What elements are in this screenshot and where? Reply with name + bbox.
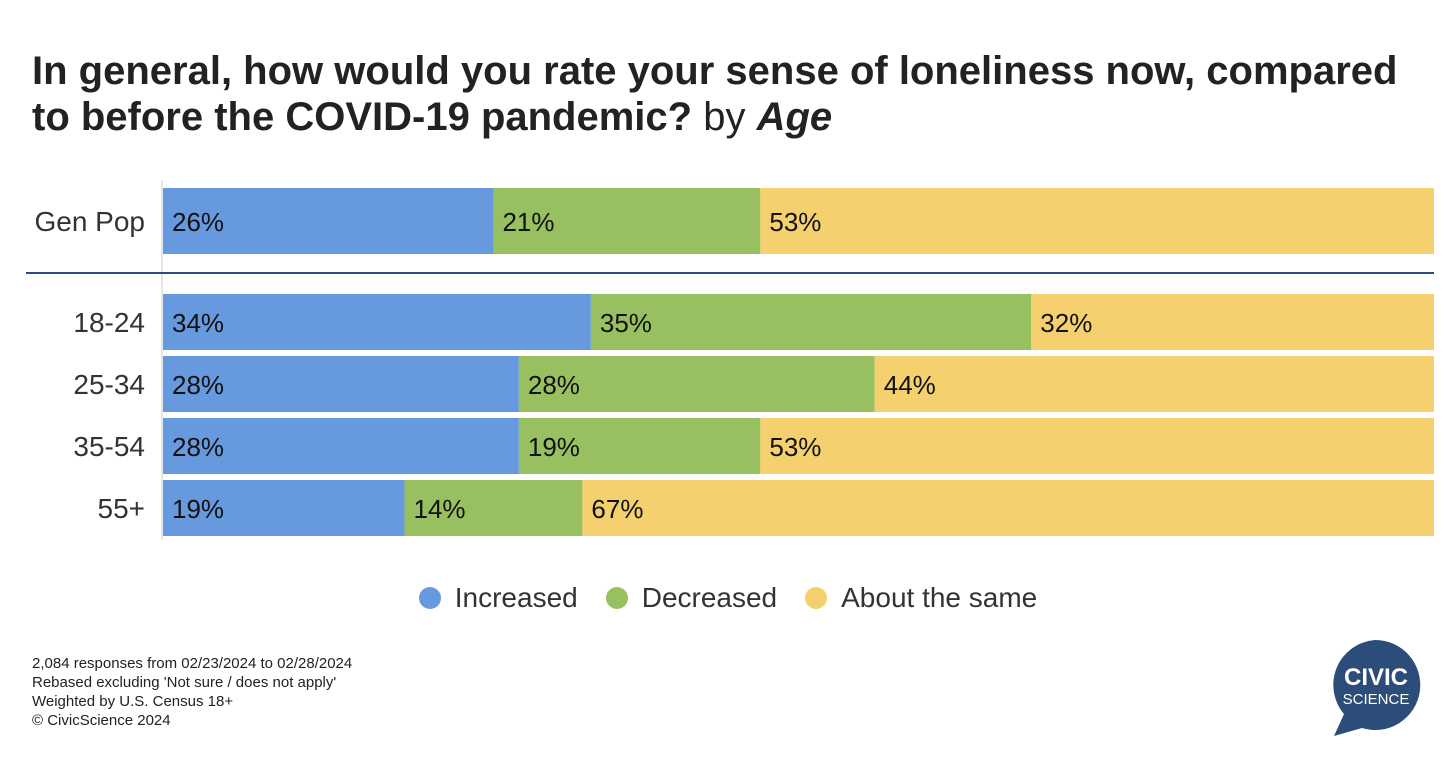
title-age: Age [756,95,833,139]
category-label: 18-24 [73,307,145,338]
footnote-rebased: Rebased excluding 'Not sure / does not a… [32,674,337,691]
data-label: 53% [769,207,821,237]
data-label: 28% [172,432,224,462]
legend-item-decreased: Decreased [605,582,778,614]
stacked-bar-chart: Gen Pop 26% 21% 53% 18-24 34% 35% 32% 25-34 28% 28… [26,180,1434,540]
footnotes: 2,084 responses from 02/23/2024 to 02/28… [32,654,352,730]
legend-item-increased: Increased [418,582,578,614]
data-label: 67% [591,494,643,524]
data-label: 19% [172,494,224,524]
bar-segment-increased [163,356,519,412]
bar-segment-about-the-same [582,480,1434,536]
legend-label: Decreased [641,582,778,613]
legend-label: About the same [841,582,1038,613]
bar-segment-decreased [518,356,875,412]
data-label: 28% [172,370,224,400]
civicscience-logo: CIVIC SCIENCE [1333,639,1421,736]
footnote-responses: 2,084 responses from 02/23/2024 to 02/28… [32,655,353,672]
chart-title: In general, how would you rate your sens… [32,48,1412,140]
data-label: 19% [528,432,580,462]
data-label: 21% [502,207,554,237]
bar-segment-about-the-same [760,188,1434,254]
bar-segment-about-the-same [1031,294,1434,350]
footnote-weighted: Weighted by U.S. Census 18+ [32,693,234,710]
bar-segment-increased [163,188,494,254]
data-label: 32% [1040,308,1092,338]
legend-item-about-the-same: About the same [805,582,1037,614]
data-label: 34% [172,308,224,338]
data-label: 26% [172,207,224,237]
footnote-copyright: © CivicScience 2024 [32,712,171,729]
bar-segment-increased [163,294,591,350]
data-label: 53% [769,432,821,462]
data-label: 35% [600,308,652,338]
bar-segment-decreased [493,188,761,254]
legend-label: Increased [454,582,578,613]
legend-swatch-icon [605,587,628,609]
title-by: by [703,95,746,139]
category-label: Gen Pop [34,206,145,237]
title-question: In general, how would you rate your sens… [32,49,1398,139]
bar-segment-about-the-same [760,418,1434,474]
bar-segment-decreased [518,418,761,474]
logo-speech-bubble [1333,639,1421,736]
logo-text-science: SCIENCE [1343,691,1410,708]
category-label: 25-34 [73,369,145,400]
legend-swatch-icon [805,587,828,609]
category-label: 55+ [98,493,146,524]
bar-segment-decreased [590,294,1032,350]
data-label: 28% [528,370,580,400]
bar-segment-increased [163,480,405,536]
data-label: 14% [413,494,465,524]
logo-text-civic: CIVIC [1344,664,1408,691]
bar-segment-about-the-same [874,356,1434,412]
data-label: 44% [884,370,936,400]
category-label: 35-54 [73,431,145,462]
legend: Increased Decreased About the same [0,578,1456,618]
bar-segment-increased [163,418,519,474]
legend-swatch-icon [418,587,441,609]
bar-segment-decreased [404,480,583,536]
